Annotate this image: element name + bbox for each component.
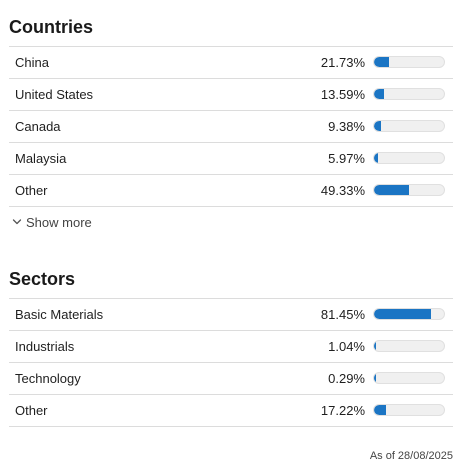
- sectors-row-bar-track: [373, 372, 445, 384]
- countries-row-label: Canada: [15, 119, 61, 134]
- countries-row: United States 13.59%: [9, 79, 453, 111]
- countries-row-label: China: [15, 55, 49, 70]
- countries-row-bar-fill: [374, 185, 409, 195]
- sectors-row-label: Industrials: [15, 339, 75, 354]
- countries-row-value: 9.38%: [328, 119, 365, 134]
- countries-section: Countries China 21.73% United States 13.59%…: [9, 12, 453, 237]
- sectors-row-bar-track: [373, 404, 445, 416]
- sectors-row-bar-fill: [374, 309, 431, 319]
- show-more-button[interactable]: Show more: [12, 207, 453, 237]
- countries-row: China 21.73%: [9, 47, 453, 79]
- countries-row-value: 5.97%: [328, 151, 365, 166]
- chevron-down-icon: [12, 219, 22, 225]
- countries-row: Other 49.33%: [9, 175, 453, 207]
- countries-row-bar-fill: [374, 153, 379, 163]
- countries-row-value: 13.59%: [320, 87, 365, 102]
- sectors-row-label: Basic Materials: [15, 307, 104, 322]
- countries-row-value: 21.73%: [320, 55, 365, 70]
- countries-row-bar-track: [373, 56, 445, 68]
- countries-row-value: 49.33%: [320, 183, 365, 198]
- countries-row: Malaysia 5.97%: [9, 143, 453, 175]
- as-of-date: As of 28/08/2025: [369, 450, 453, 462]
- sectors-row-label: Technology: [15, 371, 81, 386]
- sectors-row: Technology 0.29%: [9, 363, 453, 395]
- sectors-row-value: 1.04%: [328, 339, 365, 354]
- countries-row-bar-track: [373, 120, 445, 132]
- countries-list: China 21.73% United States 13.59% Canada 9.38…: [9, 46, 453, 207]
- countries-row-label: Other: [15, 183, 48, 198]
- countries-row-bar-track: [373, 184, 445, 196]
- sectors-row-value: 0.29%: [328, 371, 365, 386]
- show-more-label: Show more: [26, 214, 92, 230]
- sectors-row: Basic Materials 81.45%: [9, 299, 453, 331]
- countries-row-bar-fill: [374, 89, 384, 99]
- sectors-title: Sectors: [9, 269, 76, 289]
- countries-row-label: Malaysia: [15, 151, 67, 166]
- countries-row-label: United States: [15, 87, 94, 102]
- sectors-row-bar-fill: [374, 341, 376, 351]
- sectors-row-value: 17.22%: [320, 403, 365, 418]
- sectors-row-bar-fill: [374, 405, 387, 415]
- sectors-row-bar-fill: [374, 373, 376, 383]
- countries-row-bar-fill: [374, 57, 390, 67]
- countries-row-bar-track: [373, 152, 445, 164]
- sectors-row: Industrials 1.04%: [9, 331, 453, 363]
- countries-title: Countries: [9, 17, 94, 37]
- sectors-row-bar-track: [373, 340, 445, 352]
- sectors-row: Other 17.22%: [9, 395, 453, 427]
- countries-row-bar-fill: [374, 121, 381, 131]
- countries-row-bar-track: [373, 88, 445, 100]
- sectors-list: Basic Materials 81.45% Industrials 1.04% Tec…: [9, 298, 453, 427]
- sectors-row-bar-track: [373, 308, 445, 320]
- sectors-section: Sectors Basic Materials 81.45% Industrials…: [9, 264, 453, 427]
- sectors-row-value: 81.45%: [320, 307, 365, 322]
- sectors-row-label: Other: [15, 403, 48, 418]
- countries-row: Canada 9.38%: [9, 111, 453, 143]
